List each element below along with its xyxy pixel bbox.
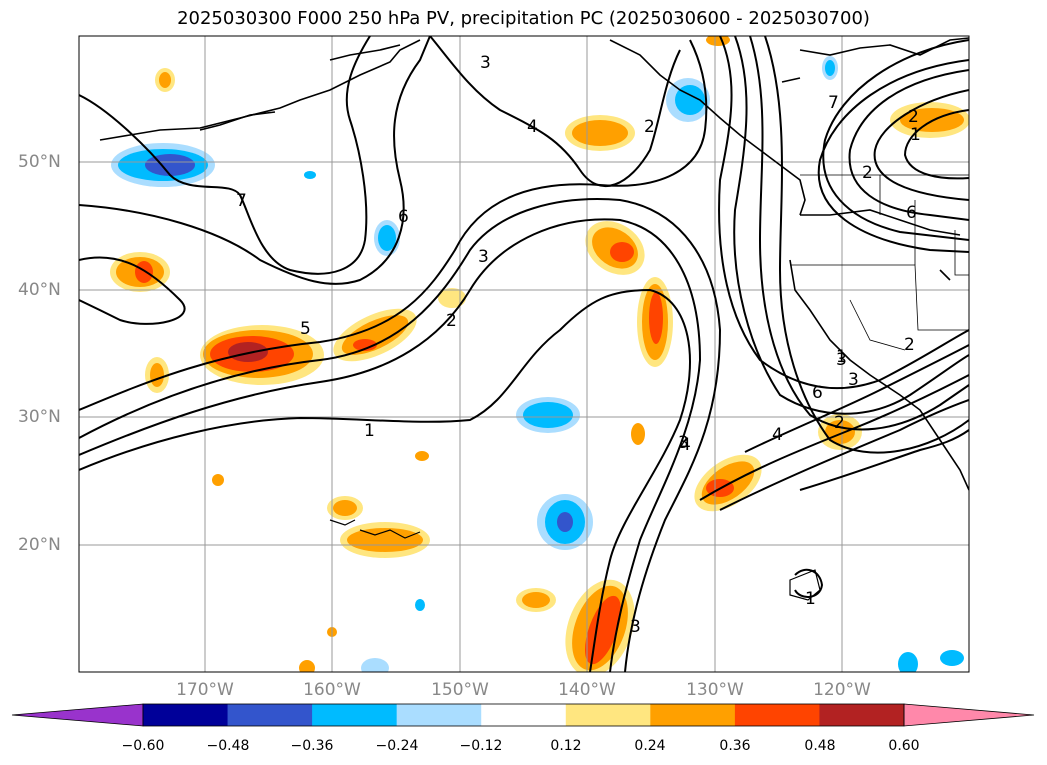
lat-label-40n: 40°N	[18, 280, 61, 300]
colorbar-tick: −0.24	[375, 738, 419, 754]
map-frame	[78, 35, 970, 673]
contour-label: 7	[828, 93, 839, 113]
colorbar-tick: −0.48	[206, 738, 250, 754]
lon-label-150w: 150°W	[431, 680, 489, 700]
colorbar-tick: 0.12	[550, 738, 582, 754]
contour-label: 1	[836, 347, 847, 367]
contour-label: 3	[836, 350, 847, 370]
colorbar-tick: −0.12	[459, 738, 503, 754]
contour-label: 2	[904, 335, 915, 355]
contour-label: 6	[812, 383, 823, 403]
contour-label: 4	[527, 117, 538, 137]
contour-label: 5	[300, 319, 311, 339]
contour-label: 3	[478, 247, 489, 267]
contour-label: 7	[236, 191, 247, 211]
contour-label: 1	[910, 125, 921, 145]
contour-label: 2	[446, 311, 457, 331]
colorbar-extend-low	[11, 703, 144, 727]
colorbar-box	[650, 704, 736, 726]
map-title: 2025030300 F000 250 hPa PV, precipitatio…	[177, 8, 870, 29]
lat-label-50n: 50°N	[18, 152, 61, 172]
contour-label: 2	[834, 413, 845, 433]
contour-label: 2	[908, 107, 919, 127]
colorbar-tick: 0.48	[804, 738, 836, 754]
contour-label: 1	[364, 421, 375, 441]
contour-label: 4	[680, 435, 691, 455]
colorbar-box	[819, 704, 905, 726]
contour-label: 6	[906, 203, 917, 223]
colorbar-tick: 0.60	[888, 738, 920, 754]
colorbar-box	[227, 704, 313, 726]
lon-label-140w: 140°W	[558, 680, 616, 700]
lon-label-160w: 160°W	[303, 680, 361, 700]
state-borders	[790, 174, 969, 351]
contour-label: 2	[644, 117, 655, 137]
contour-label: 3	[630, 617, 641, 637]
contour-label: 4	[772, 425, 783, 445]
contour-label: 2	[862, 163, 873, 183]
map-plot: 1 2 3 4 5 6 7 3 4 2 6 2 3 3 4 6 3 2 2 1 …	[78, 35, 970, 673]
colorbar-tick: −0.60	[121, 738, 165, 754]
colorbar-box	[396, 704, 482, 726]
colorbar-tick: 0.36	[719, 738, 751, 754]
contour-labels: 1 2 3 4 5 6 7 3 4 2 6 2 3 3 4 6 3 2 2 1 …	[236, 53, 921, 637]
colorbar-tick: 0.24	[634, 738, 666, 754]
lon-label-120w: 120°W	[813, 680, 871, 700]
lat-label-20n: 20°N	[18, 535, 61, 555]
precip-negative-shading	[111, 56, 964, 672]
contour-label: 6	[398, 207, 409, 227]
colorbar-box	[143, 704, 229, 726]
colorbar-extend-high	[903, 703, 1035, 727]
colorbar-tick: −0.36	[290, 738, 334, 754]
colorbar-box	[734, 704, 820, 726]
lat-label-30n: 30°N	[18, 407, 61, 427]
contour-label: 1	[805, 589, 816, 609]
pv-contours	[79, 36, 969, 672]
contour-label: 3	[848, 370, 859, 390]
lon-label-170w: 170°W	[176, 680, 234, 700]
colorbar-outline	[142, 703, 905, 727]
colorbar-box	[312, 704, 398, 726]
lon-label-130w: 130°W	[686, 680, 744, 700]
contour-label: 3	[480, 53, 491, 73]
contour-label: 3	[678, 433, 689, 453]
colorbar-box	[481, 704, 567, 726]
colorbar-box	[565, 704, 651, 726]
